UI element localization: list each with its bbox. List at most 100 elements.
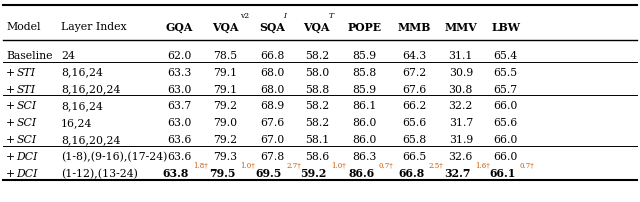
Text: 79.2: 79.2 [214, 101, 237, 111]
Text: 79.3: 79.3 [214, 151, 237, 161]
Text: 1.0†: 1.0† [240, 161, 255, 169]
Text: GQA: GQA [166, 22, 193, 33]
Text: +: + [6, 118, 19, 128]
Text: STI: STI [17, 84, 36, 94]
Text: 32.6: 32.6 [449, 151, 473, 161]
Text: DCI: DCI [17, 151, 38, 161]
Text: +: + [6, 67, 19, 77]
Text: POPE: POPE [348, 22, 382, 33]
Text: SCI: SCI [17, 134, 36, 144]
Text: Layer Index: Layer Index [61, 22, 127, 32]
Text: 58.8: 58.8 [305, 84, 329, 94]
Text: +: + [6, 84, 19, 94]
Text: 16,24: 16,24 [61, 118, 92, 128]
Text: +: + [6, 101, 19, 111]
Text: 79.0: 79.0 [214, 118, 237, 128]
Text: 85.9: 85.9 [353, 84, 377, 94]
Text: 58.0: 58.0 [305, 67, 329, 77]
Text: 63.6: 63.6 [167, 151, 191, 161]
Text: 58.2: 58.2 [305, 101, 329, 111]
Text: (1-12),(13-24): (1-12),(13-24) [61, 168, 138, 178]
Text: 2.7†: 2.7† [286, 161, 301, 169]
Text: 86.0: 86.0 [353, 134, 377, 144]
Text: 63.7: 63.7 [167, 101, 191, 111]
Text: 30.9: 30.9 [449, 67, 473, 77]
Text: 86.1: 86.1 [353, 101, 377, 111]
Text: 66.0: 66.0 [493, 151, 518, 161]
Text: 65.7: 65.7 [493, 84, 518, 94]
Text: v2: v2 [241, 12, 250, 20]
Text: 69.5: 69.5 [255, 167, 282, 178]
Text: 86.0: 86.0 [353, 118, 377, 128]
Text: (1-8),(9-16),(17-24): (1-8),(9-16),(17-24) [61, 151, 167, 161]
Text: 85.8: 85.8 [353, 67, 377, 77]
Text: 63.0: 63.0 [167, 118, 191, 128]
Text: 62.0: 62.0 [167, 50, 191, 61]
Text: 66.8: 66.8 [260, 50, 284, 61]
Text: 1.6†: 1.6† [475, 161, 490, 169]
Text: 78.5: 78.5 [214, 50, 237, 61]
Text: 32.7: 32.7 [444, 167, 471, 178]
Text: 31.9: 31.9 [449, 134, 473, 144]
Text: 58.6: 58.6 [305, 151, 329, 161]
Text: 8,16,20,24: 8,16,20,24 [61, 134, 120, 144]
Text: 31.1: 31.1 [449, 50, 473, 61]
Text: +: + [6, 134, 19, 144]
Text: 79.5: 79.5 [209, 167, 236, 178]
Text: VQA: VQA [303, 22, 330, 33]
Text: 63.8: 63.8 [163, 167, 189, 178]
Text: 86.3: 86.3 [353, 151, 377, 161]
Text: +: + [6, 168, 19, 178]
Text: DCI: DCI [17, 168, 38, 178]
Text: 1.8†: 1.8† [193, 161, 208, 169]
Text: 8,16,20,24: 8,16,20,24 [61, 84, 120, 94]
Text: 65.6: 65.6 [493, 118, 518, 128]
Text: 68.0: 68.0 [260, 67, 284, 77]
Text: SCI: SCI [17, 101, 36, 111]
Text: 86.6: 86.6 [348, 167, 375, 178]
Text: 79.1: 79.1 [214, 67, 237, 77]
Text: 31.7: 31.7 [449, 118, 473, 128]
Text: 58.2: 58.2 [305, 50, 329, 61]
Text: Baseline: Baseline [6, 50, 53, 61]
Text: 0.7†: 0.7† [379, 161, 394, 169]
Text: 67.6: 67.6 [403, 84, 426, 94]
Text: 67.8: 67.8 [260, 151, 284, 161]
Text: 58.1: 58.1 [305, 134, 329, 144]
Text: 66.0: 66.0 [493, 134, 518, 144]
Text: 66.0: 66.0 [493, 101, 518, 111]
Text: 8,16,24: 8,16,24 [61, 101, 102, 111]
Text: SQA: SQA [259, 22, 285, 33]
Text: 66.2: 66.2 [402, 101, 427, 111]
Text: 30.8: 30.8 [449, 84, 473, 94]
Text: 79.2: 79.2 [214, 134, 237, 144]
Text: MMV: MMV [444, 22, 477, 33]
Text: 64.3: 64.3 [403, 50, 426, 61]
Text: Model: Model [6, 22, 41, 32]
Text: T: T [328, 12, 333, 20]
Text: STI: STI [17, 67, 36, 77]
Text: 66.8: 66.8 [398, 167, 424, 178]
Text: 67.0: 67.0 [260, 134, 284, 144]
Text: 65.4: 65.4 [493, 50, 518, 61]
Text: 63.3: 63.3 [167, 67, 191, 77]
Text: SCI: SCI [17, 118, 36, 128]
Text: MMB: MMB [397, 22, 431, 33]
Text: +: + [6, 151, 19, 161]
Text: 66.1: 66.1 [489, 167, 516, 178]
Text: 2.5†: 2.5† [429, 161, 444, 169]
Text: 85.9: 85.9 [353, 50, 377, 61]
Text: 63.6: 63.6 [167, 134, 191, 144]
Text: 65.8: 65.8 [403, 134, 426, 144]
Text: 0.7†: 0.7† [520, 161, 534, 169]
Text: I: I [284, 12, 287, 20]
Text: 24: 24 [61, 50, 75, 61]
Text: 8,16,24: 8,16,24 [61, 67, 102, 77]
Text: 67.6: 67.6 [260, 118, 284, 128]
Text: 66.5: 66.5 [403, 151, 426, 161]
Text: 58.2: 58.2 [305, 118, 329, 128]
Text: 67.2: 67.2 [403, 67, 426, 77]
Text: VQA: VQA [212, 22, 239, 33]
Text: 32.2: 32.2 [449, 101, 473, 111]
Text: 68.9: 68.9 [260, 101, 284, 111]
